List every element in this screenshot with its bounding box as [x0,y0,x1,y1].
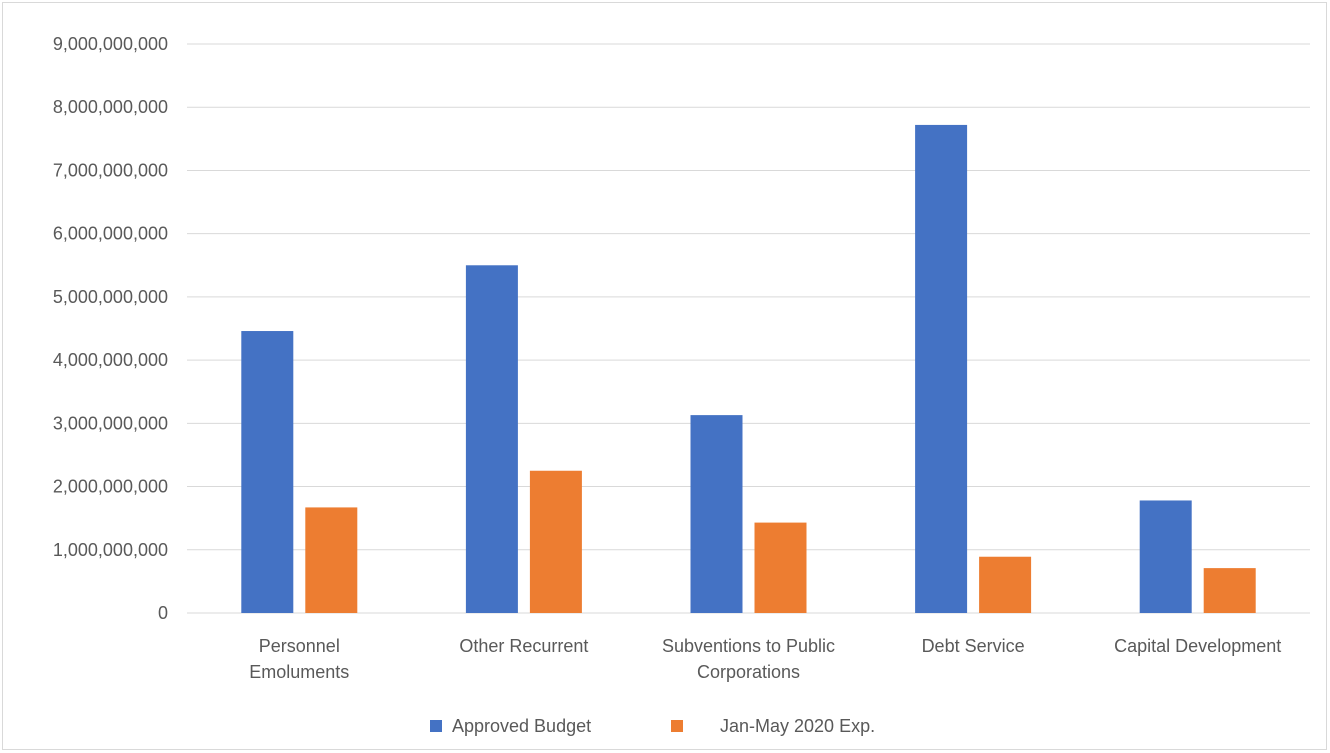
bar-jan-may-exp [529,470,582,613]
legend-label: Approved Budget [452,716,591,736]
bar-approved-budget [465,265,518,613]
x-category-label: Capital Development [1114,636,1281,656]
bar-jan-may-exp [305,507,358,613]
y-tick-label: 4,000,000,000 [53,350,168,370]
y-tick-label: 5,000,000,000 [53,287,168,307]
x-axis-categories: Personnel Emoluments Other Recurrent Subven… [249,636,1281,682]
x-category-label: Corporations [697,662,800,682]
x-category-label: Subventions to Public [662,636,835,656]
y-tick-label: 2,000,000,000 [53,477,168,497]
x-category-label: Debt Service [922,636,1025,656]
y-tick-label: 9,000,000,000 [53,34,168,54]
legend-swatch [671,720,683,732]
bar-jan-may-exp [1203,568,1256,613]
legend-swatch [430,720,442,732]
bars [241,124,1256,614]
bar-approved-budget [1139,500,1192,613]
bar-jan-may-exp [979,556,1032,613]
y-tick-label: 8,000,000,000 [53,97,168,117]
bar-approved-budget [915,124,968,614]
bar-approved-budget [690,415,743,613]
y-axis-ticks: 0 1,000,000,000 2,000,000,000 3,000,000,000… [53,34,168,623]
gridlines [187,43,1310,614]
legend-label: Jan-May 2020 Exp. [720,716,875,736]
legend: Approved Budget Jan-May 2020 Exp. [430,716,875,736]
y-tick-label: 3,000,000,000 [53,413,168,433]
bar-jan-may-exp [754,522,807,613]
x-category-label: Personnel [259,636,340,656]
x-category-label: Emoluments [249,662,349,682]
y-tick-label: 1,000,000,000 [53,540,168,560]
y-tick-label: 6,000,000,000 [53,224,168,244]
y-tick-label: 0 [158,603,168,623]
y-tick-label: 7,000,000,000 [53,160,168,180]
bar-approved-budget [241,331,294,613]
x-category-label: Other Recurrent [459,636,588,656]
